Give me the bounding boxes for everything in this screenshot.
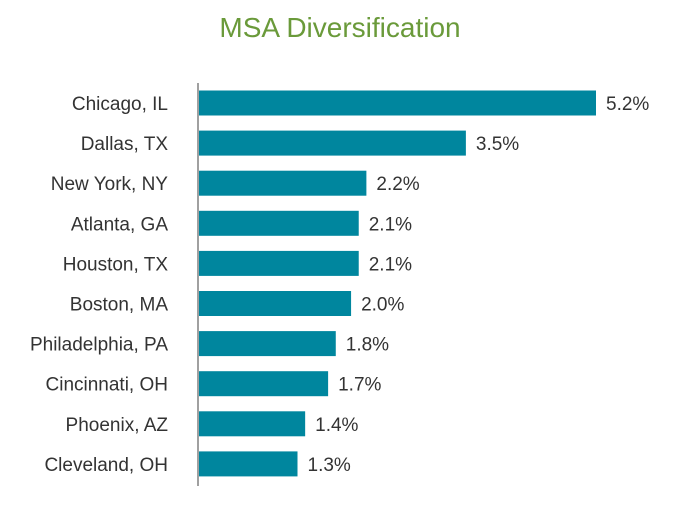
category-label: Houston, TX <box>63 254 169 275</box>
value-label: 2.2% <box>376 174 419 195</box>
bar-cincinnati-oh <box>198 371 329 397</box>
category-label: Cincinnati, OH <box>46 375 169 396</box>
category-label: Cleveland, OH <box>44 455 168 476</box>
value-label: 1.7% <box>338 375 381 396</box>
category-label: Boston, MA <box>70 295 169 316</box>
category-label: Dallas, TX <box>81 134 169 155</box>
category-label: Phoenix, AZ <box>66 415 169 436</box>
bar-phoenix-az <box>198 411 306 437</box>
category-label: Atlanta, GA <box>71 214 168 235</box>
value-label: 5.2% <box>606 94 649 115</box>
value-label: 2.1% <box>369 214 412 235</box>
bar-new-york-ny <box>198 170 367 196</box>
bar-philadelphia-pa <box>198 331 336 357</box>
bar-cleveland-oh <box>198 451 298 477</box>
category-label: Philadelphia, PA <box>30 335 168 356</box>
value-label: 1.4% <box>315 415 358 436</box>
bar-chicago-il <box>198 90 596 116</box>
bar-houston-tx <box>198 250 359 276</box>
value-label: 2.0% <box>361 295 404 316</box>
bar-boston-ma <box>198 291 352 316</box>
category-label: New York, NY <box>51 174 169 195</box>
value-label: 2.1% <box>369 254 412 275</box>
value-label: 1.3% <box>308 455 351 476</box>
category-label: Chicago, IL <box>72 94 168 115</box>
value-label: 3.5% <box>476 134 519 155</box>
bar-dallas-tx <box>198 130 466 156</box>
bar-atlanta-ga <box>198 210 359 236</box>
chart-title: MSA Diversification <box>219 12 461 43</box>
value-label: 1.8% <box>346 335 389 356</box>
